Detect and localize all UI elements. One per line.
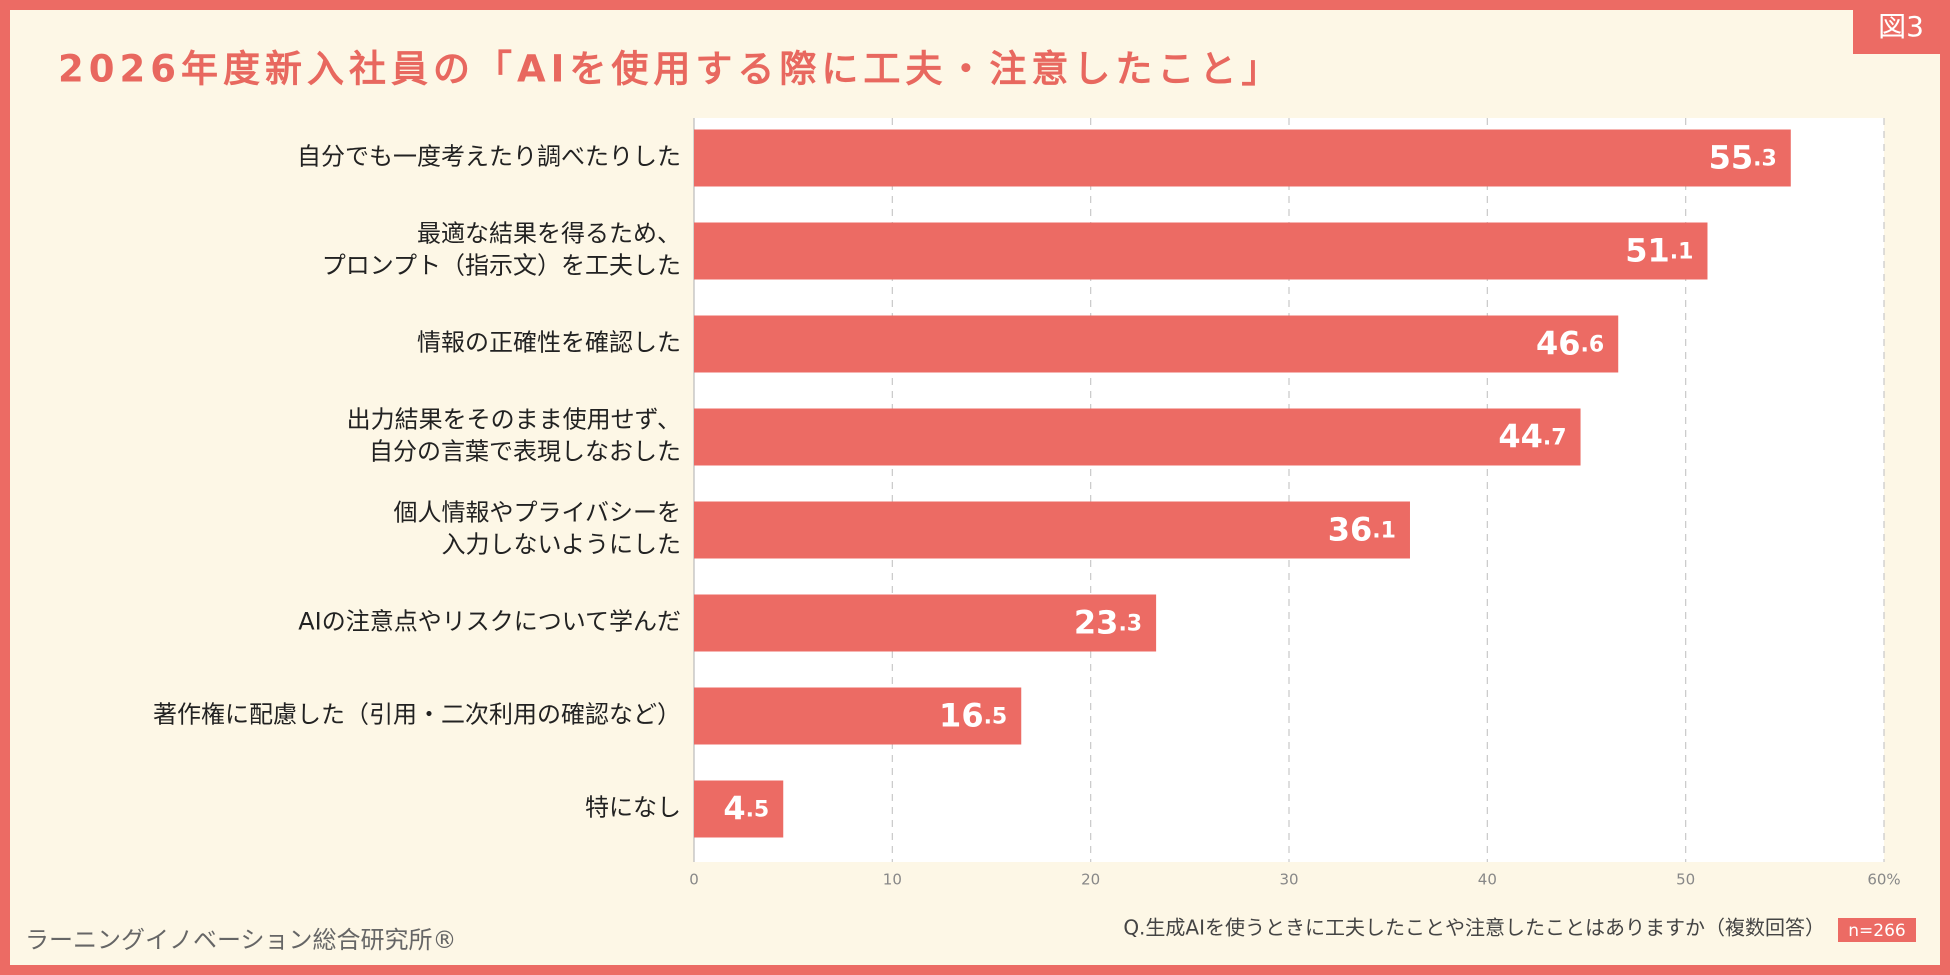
value-label: 23.3 — [1074, 604, 1142, 642]
bar — [694, 222, 1708, 280]
value-label: 16.5 — [939, 697, 1007, 735]
x-tick-label: 60% — [1867, 871, 1900, 889]
x-tick-label: 50 — [1676, 871, 1695, 889]
category-label: 自分でも一度考えたり調べたりした — [297, 143, 681, 171]
bar — [694, 780, 784, 838]
value-label: 51.1 — [1625, 232, 1693, 270]
bar — [694, 594, 1157, 652]
bar — [694, 408, 1581, 466]
bar — [694, 687, 1022, 745]
x-tick-label: 20 — [1081, 871, 1100, 889]
value-label: 36.1 — [1328, 511, 1396, 549]
source: ラーニングイノベーション総合研究所® — [25, 926, 457, 954]
category-label: 著作権に配慮した（引用・二次利用の確認など） — [153, 701, 681, 729]
value-label: 46.6 — [1536, 325, 1604, 363]
x-tick-label: 30 — [1279, 871, 1298, 889]
bar — [694, 315, 1619, 373]
category-label: 最適な結果を得るため、プロンプト（指示文）を工夫した — [322, 220, 681, 280]
category-label: 個人情報やプライバシーを入力しないようにした — [393, 499, 681, 559]
x-tick-label: 0 — [689, 871, 699, 889]
value-label: 44.7 — [1498, 418, 1566, 456]
question-note: Q.生成AIを使うときに工夫したことや注意したことはありますか（複数回答） — [1123, 916, 1825, 940]
sample-size: n=266 — [1848, 921, 1905, 941]
value-label: 55.3 — [1709, 139, 1777, 177]
chart-title: 2026年度新入社員の「AIを使用する際に工夫・注意したこと」 — [58, 48, 1283, 91]
x-tick-label: 40 — [1478, 871, 1497, 889]
figure-label: 図3 — [1878, 10, 1924, 43]
category-label: 情報の正確性を確認した — [417, 329, 681, 357]
category-label: 特になし — [585, 794, 681, 822]
bar — [694, 501, 1410, 559]
category-label: 出力結果をそのまま使用せず、自分の言葉で表現しなおした — [347, 406, 681, 466]
figure-badge — [1853, 0, 1950, 54]
value-label: 4.5 — [723, 790, 769, 828]
category-label: AIの注意点やリスクについて学んだ — [298, 608, 681, 636]
bar — [694, 129, 1791, 187]
x-tick-label: 10 — [883, 871, 902, 889]
sample-badge — [1838, 918, 1916, 942]
